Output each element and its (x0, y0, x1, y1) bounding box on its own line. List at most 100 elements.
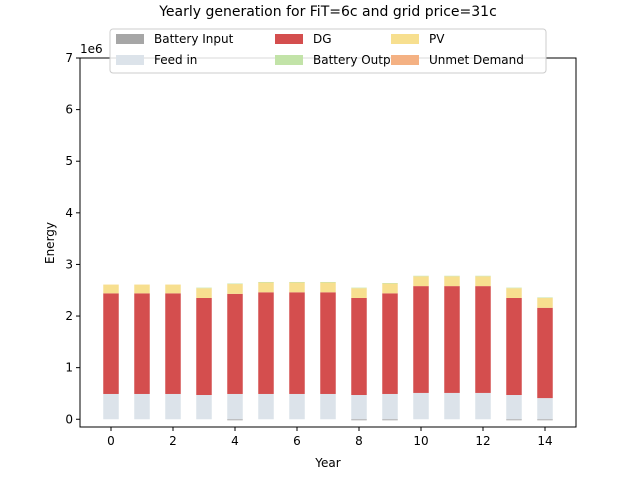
bar-segment (258, 282, 274, 293)
x-tick-label: 8 (355, 434, 363, 448)
legend-label: Battery Output (313, 53, 403, 67)
bar-segment (227, 283, 243, 285)
bar-segment (227, 393, 243, 420)
bar-segment (475, 286, 491, 393)
bar-segment (537, 297, 553, 308)
legend-swatch (116, 34, 144, 44)
bar-segment (196, 287, 212, 289)
legend-label: Unmet Demand (429, 53, 524, 67)
y-tick-label: 2 (65, 309, 73, 323)
bar-segment (351, 288, 367, 298)
bars-layer (103, 275, 553, 421)
bar-segment (506, 419, 522, 421)
bar-segment (382, 293, 398, 394)
legend-swatch (275, 34, 303, 44)
y-axis-label: Energy (43, 222, 57, 264)
bar-segment (351, 287, 367, 289)
bar-segment (351, 395, 367, 420)
legend: Battery Input DG PV Feed in Battery Output Un… (109, 28, 547, 74)
y-scale-label: 1e6 (80, 42, 103, 56)
bar-segment (444, 276, 460, 287)
x-tick-label: 14 (537, 434, 552, 448)
bar-segment (258, 292, 274, 394)
bar-segment (382, 283, 398, 294)
y-tick-label: 6 (65, 103, 73, 117)
chart-title: Yearly generation for FiT=6c and grid pr… (158, 4, 497, 20)
bar-segment (320, 282, 336, 293)
x-tick-label: 12 (475, 434, 490, 448)
bar-segment (382, 419, 398, 421)
bar-segment (444, 392, 460, 420)
bar-segment (537, 297, 553, 298)
bar-segment (320, 393, 336, 420)
bar-segment (227, 284, 243, 294)
bar-segment (103, 284, 119, 294)
y-tick-label: 1 (65, 361, 73, 375)
legend-label: Battery Input (154, 32, 234, 46)
x-tick-label: 6 (293, 434, 301, 448)
bar-segment (537, 419, 553, 421)
bar-segment (537, 307, 553, 399)
x-tick-label: 0 (107, 434, 115, 448)
bar-segment (134, 284, 150, 294)
bar-segment (289, 281, 305, 283)
bar-segment (506, 395, 522, 420)
bar-segment (320, 281, 336, 283)
bar-segment (196, 297, 212, 396)
bar-segment (103, 293, 119, 394)
bar-segment (165, 393, 181, 420)
bar-segment (134, 293, 150, 394)
bar-segment (506, 287, 522, 289)
legend-label: Feed in (154, 53, 197, 67)
x-tick-label: 2 (169, 434, 177, 448)
bar-segment (506, 297, 522, 396)
bar-segment (444, 286, 460, 393)
y-tick-label: 5 (65, 154, 73, 168)
bar-segment (165, 293, 181, 394)
bar-segment (475, 276, 491, 287)
y-tick-label: 7 (65, 51, 73, 65)
bar-segment (413, 392, 429, 420)
bar-segment (475, 275, 491, 277)
legend-swatch (275, 55, 303, 65)
bar-segment (320, 292, 336, 394)
x-tick-label: 4 (231, 434, 239, 448)
bar-segment (413, 286, 429, 393)
bar-segment (227, 419, 243, 421)
bar-segment (227, 293, 243, 394)
legend-swatch (116, 55, 144, 65)
bar-segment (413, 275, 429, 277)
bar-segment (351, 297, 367, 396)
x-tick-label: 10 (413, 434, 428, 448)
y-tick-label: 4 (65, 206, 73, 220)
bar-segment (289, 292, 305, 394)
legend-swatch (391, 55, 419, 65)
bar-segment (289, 282, 305, 293)
bar-segment (537, 398, 553, 420)
bar-segment (444, 275, 460, 277)
bar-segment (196, 395, 212, 420)
bar-segment (103, 393, 119, 420)
bar-segment (382, 283, 398, 284)
bar-segment (258, 281, 274, 283)
bar-segment (289, 393, 305, 420)
bar-segment (165, 284, 181, 294)
bar-segment (134, 393, 150, 420)
bar-segment (413, 276, 429, 287)
x-axis-label: Year (314, 456, 340, 470)
legend-box (109, 28, 547, 74)
legend-label: PV (429, 32, 445, 46)
bar-segment (382, 393, 398, 420)
legend-label: DG (313, 32, 332, 46)
bar-segment (196, 288, 212, 298)
legend-swatch (391, 34, 419, 44)
y-tick-label: 3 (65, 257, 73, 271)
y-tick-label: 0 (65, 412, 73, 426)
bar-segment (506, 288, 522, 298)
bar-segment (475, 392, 491, 420)
bar-segment (258, 393, 274, 420)
bar-segment (351, 419, 367, 421)
